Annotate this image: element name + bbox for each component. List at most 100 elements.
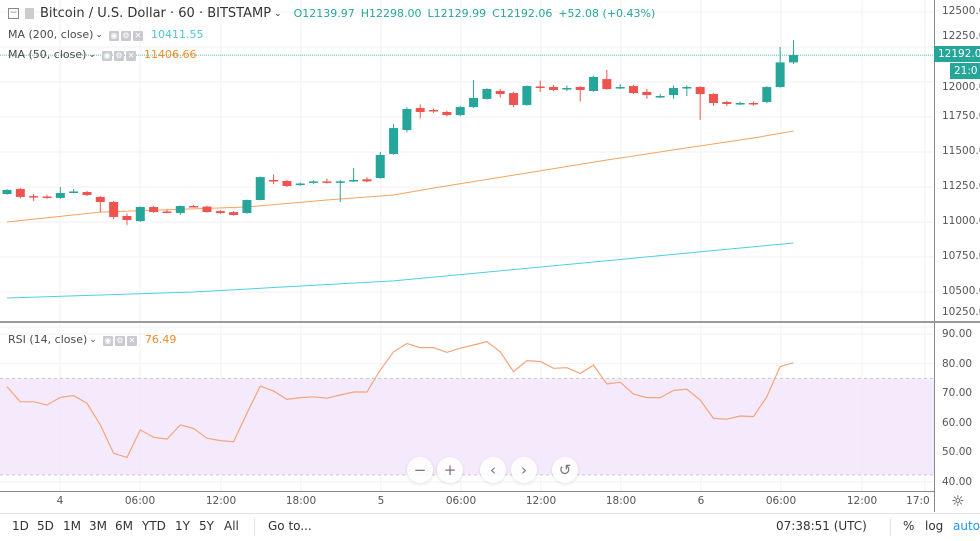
candle-body: [762, 87, 772, 103]
candle: [575, 85, 585, 102]
candle: [255, 176, 265, 201]
settings-icon[interactable]: ⚙: [113, 51, 124, 61]
pane-separator[interactable]: [0, 321, 980, 323]
candle-body: [362, 179, 372, 182]
range-6m[interactable]: 6M: [115, 519, 133, 533]
price-axis-label: 12000.00: [942, 81, 980, 93]
price-axis-label: 12500.00: [942, 5, 980, 17]
time-axis-border: [0, 491, 935, 492]
range-1d[interactable]: 1D: [12, 519, 29, 533]
candle-body: [389, 128, 399, 154]
time-axis-label: 12:00: [205, 495, 237, 507]
range-1y[interactable]: 1Y: [175, 519, 190, 533]
candle: [282, 180, 292, 187]
rsi-label[interactable]: RSI (14, close): [8, 333, 88, 346]
rsi-value: 76.49: [144, 333, 177, 346]
candle-body: [415, 108, 425, 112]
price-axis-label: 11750.00: [942, 110, 980, 122]
candle-body: [175, 206, 185, 214]
candle: [2, 189, 12, 195]
bottom-toolbar: 1D 5D 1M 3M 6M YTD 1Y 5Y All Go to... 07…: [0, 515, 980, 539]
close-icon[interactable]: ✕: [125, 51, 136, 61]
collapse-icon[interactable]: −: [8, 8, 19, 19]
candle: [309, 180, 319, 184]
candle: [442, 110, 452, 117]
price-axis-label: 11500.00: [942, 145, 980, 157]
symbol-title[interactable]: Bitcoin / U.S. Dollar · 60 · BITSTAMP: [40, 6, 272, 21]
open-value: O12139.97: [293, 7, 355, 20]
rsi-chart[interactable]: [0, 322, 935, 492]
close-value: C12192.06: [492, 7, 553, 20]
toolbar-divider: [254, 518, 255, 536]
candle-body: [42, 196, 52, 199]
close-icon[interactable]: ✕: [132, 31, 143, 41]
eye-icon[interactable]: ◉: [102, 336, 113, 346]
ma50-label[interactable]: MA (50, close): [8, 48, 87, 61]
range-3m[interactable]: 3M: [89, 519, 107, 533]
range-all[interactable]: All: [224, 519, 239, 533]
rsi-legend: RSI (14, close) ⌄ ◉ ⚙ ✕ 76.49: [8, 333, 176, 346]
candle-body: [509, 93, 519, 105]
time-axis-label: 06:00: [765, 495, 797, 507]
chevron-down-icon[interactable]: ⌄: [95, 29, 103, 40]
chevron-down-icon[interactable]: ⌄: [274, 8, 282, 19]
chevron-down-icon[interactable]: ⌄: [89, 334, 97, 345]
clock: 07:38:51 (UTC): [776, 519, 867, 533]
candle: [362, 177, 372, 183]
candle-body: [229, 212, 239, 215]
candle-body: [95, 196, 105, 202]
price-chart[interactable]: [0, 0, 935, 328]
time-axis-label: 18:00: [605, 495, 637, 507]
candle: [82, 190, 92, 197]
candle-body: [122, 215, 132, 221]
candle: [402, 107, 412, 133]
candle: [149, 205, 159, 213]
reset-chart-button[interactable]: ↺: [552, 457, 578, 483]
rsi-line: [6, 341, 794, 459]
candle: [429, 108, 439, 113]
symbol-logo-icon: [25, 8, 34, 19]
range-5d[interactable]: 5D: [37, 519, 54, 533]
settings-icon[interactable]: ⚙: [114, 336, 125, 346]
scroll-left-button[interactable]: ‹: [480, 457, 506, 483]
zoom-in-button[interactable]: +: [437, 457, 463, 483]
candle: [42, 194, 52, 199]
ma200-label[interactable]: MA (200, close): [8, 28, 94, 41]
close-icon[interactable]: ✕: [126, 336, 137, 346]
candle-body: [55, 193, 65, 198]
candle: [735, 101, 745, 106]
candle-body: [322, 181, 332, 183]
candle: [69, 188, 79, 194]
candle: [549, 84, 559, 92]
rsi-band: [0, 378, 935, 475]
candle-body: [2, 189, 12, 194]
scroll-right-button[interactable]: ›: [511, 457, 537, 483]
range-ytd[interactable]: YTD: [142, 519, 166, 533]
price-axis-border: [934, 0, 935, 512]
candle: [29, 194, 39, 201]
candle-body: [189, 206, 199, 208]
candle-body: [309, 181, 319, 183]
candle: [135, 206, 145, 222]
settings-gear-icon[interactable]: ☼: [951, 492, 965, 510]
candle-body: [708, 94, 718, 103]
percent-toggle[interactable]: %: [903, 519, 915, 533]
chevron-down-icon[interactable]: ⌄: [88, 49, 96, 60]
range-5y[interactable]: 5Y: [199, 519, 214, 533]
auto-toggle[interactable]: auto: [953, 519, 980, 533]
eye-icon[interactable]: ◉: [108, 31, 119, 41]
settings-icon[interactable]: ⚙: [120, 31, 131, 41]
goto-button[interactable]: Go to...: [268, 519, 312, 533]
candle: [642, 89, 652, 99]
eye-icon[interactable]: ◉: [101, 51, 112, 61]
zoom-out-button[interactable]: −: [407, 457, 433, 483]
candle: [788, 40, 798, 64]
range-1m[interactable]: 1M: [63, 519, 81, 533]
candle-body: [482, 89, 492, 99]
candle-body: [669, 88, 678, 96]
candle-body: [722, 102, 732, 104]
log-toggle[interactable]: log: [925, 519, 944, 533]
ma200-value: 10411.55: [150, 28, 204, 41]
ma50-legend: MA (50, close) ⌄ ◉ ⚙ ✕ 11406.66: [8, 48, 196, 61]
candle-body: [162, 211, 172, 213]
